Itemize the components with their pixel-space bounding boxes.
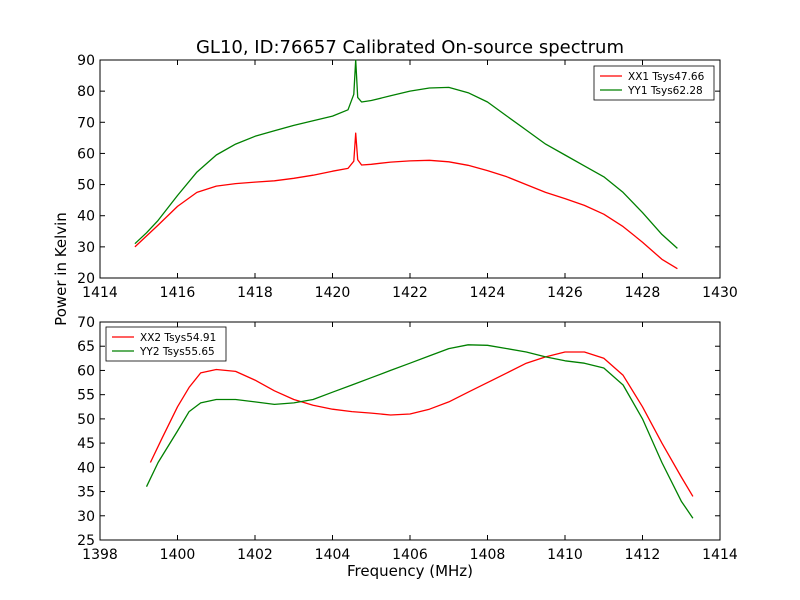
x-tick-label: 1400 [160, 547, 196, 563]
x-tick-label: 1422 [392, 285, 428, 301]
y-tick-label: 50 [77, 412, 95, 428]
y-tick-label: 30 [77, 240, 95, 256]
y-tick-label: 80 [77, 84, 95, 100]
x-tick-label: 1406 [392, 547, 428, 563]
y-tick-label: 35 [77, 485, 95, 501]
x-tick-label: 1410 [547, 547, 583, 563]
series-line-2 [134, 59, 678, 249]
legend-label: XX1 Tsys47.66 [628, 71, 705, 83]
x-tick-label: 1408 [470, 547, 506, 563]
series-line-1 [149, 351, 694, 497]
x-tick-label: 1426 [547, 285, 583, 301]
y-axis-label: Power in Kelvin [52, 212, 70, 326]
x-tick-label: 1424 [470, 285, 506, 301]
x-tick-label: 1416 [160, 285, 196, 301]
x-tick-label: 1414 [702, 547, 738, 563]
x-tick-label: 1430 [702, 285, 738, 301]
legend: XX2 Tsys54.91 YY2 Tsys55.65 [105, 326, 227, 362]
series-line-2 [145, 344, 694, 519]
legend-label: YY1 Tsys62.28 [627, 85, 703, 97]
x-tick-label: 1404 [315, 547, 351, 563]
legend-box [593, 65, 715, 101]
x-tick-label: 1402 [237, 547, 273, 563]
y-tick-label: 50 [77, 178, 95, 194]
y-tick-label: 20 [77, 271, 95, 287]
y-tick-label: 30 [77, 509, 95, 525]
y-tick-label: 55 [77, 388, 95, 404]
x-tick-label: 1414 [82, 285, 118, 301]
y-tick-label: 60 [77, 363, 95, 379]
x-tick-label: 1428 [625, 285, 661, 301]
legend-label: YY2 Tsys55.65 [139, 346, 215, 358]
x-tick-label: 1418 [237, 285, 273, 301]
y-tick-label: 70 [77, 315, 95, 331]
y-tick-label: 70 [77, 115, 95, 131]
y-tick-label: 60 [77, 146, 95, 162]
legend: XX1 Tsys47.66 YY1 Tsys62.28 [593, 65, 715, 101]
chart-title: GL10, ID:76657 Calibrated On-source spec… [196, 37, 624, 58]
chart-panel-1: 1414 1416 1418 1420 1422 1424 1426 1428 1430 20 30… [52, 53, 738, 326]
y-tick-label: 45 [77, 436, 95, 452]
legend-label: XX2 Tsys54.91 [140, 332, 216, 344]
y-tick-label: 25 [77, 533, 95, 549]
x-tick-label: 1398 [82, 547, 118, 563]
chart-panel-2: 1398 1400 1402 1404 1406 1408 1410 1412 1414 25 30… [77, 315, 738, 580]
series-line-1 [134, 132, 678, 270]
y-tick-label: 40 [77, 209, 95, 225]
x-axis-label: Frequency (MHz) [347, 562, 473, 580]
x-tick-label: 1412 [625, 547, 661, 563]
y-tick-label: 65 [77, 339, 95, 355]
x-tick-label: 1420 [315, 285, 351, 301]
y-tick-label: 90 [77, 53, 95, 69]
y-tick-label: 40 [77, 460, 95, 476]
legend-box [105, 326, 227, 362]
chart-panels: 1414 1416 1418 1420 1422 1424 1426 1428 1430 20 30… [52, 53, 738, 580]
